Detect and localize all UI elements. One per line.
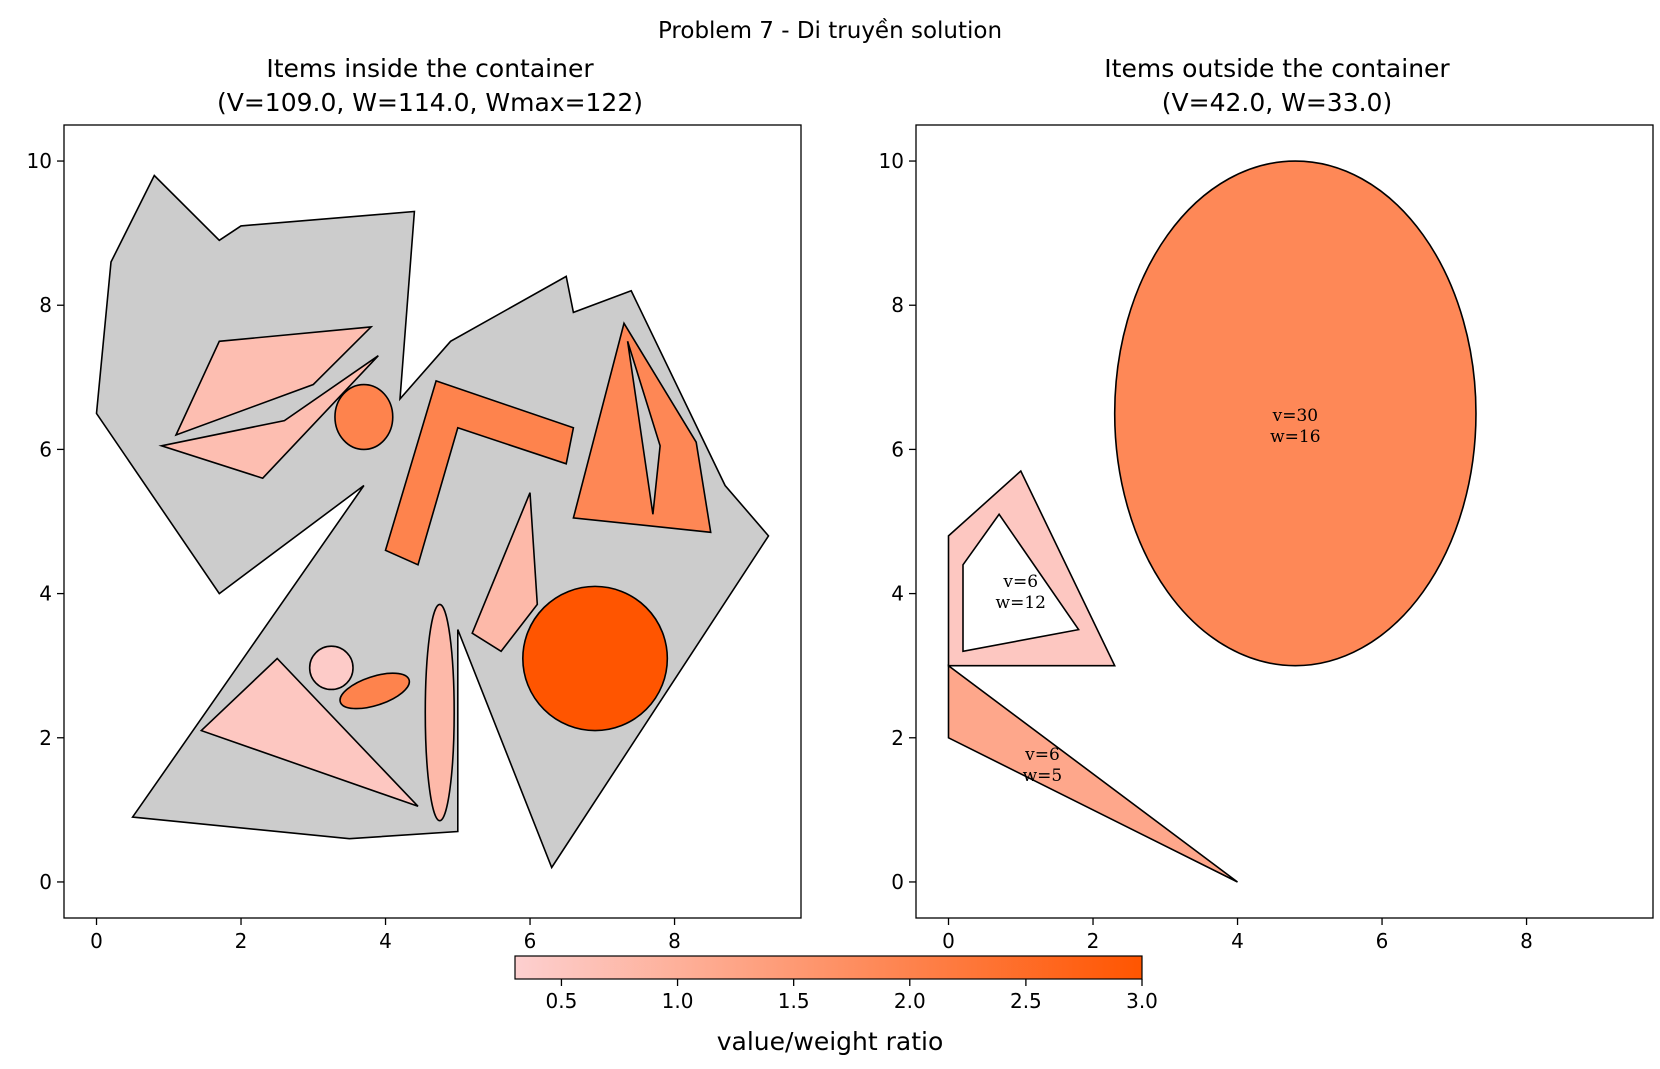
colorbar-tick-label-4: 2.5 [1010, 989, 1042, 1013]
y-tick-label-6: 6 [891, 437, 904, 461]
item-ellipse-8 [339, 672, 411, 710]
x-tick-label-2: 2 [235, 929, 248, 953]
y-tick-label-10: 10 [27, 149, 52, 173]
item-polygon-3 [384, 379, 575, 566]
colorbar-tick-label-3: 2.0 [894, 989, 926, 1013]
y-tick-label-10: 10 [879, 149, 904, 173]
x-tick-label-4: 4 [379, 929, 392, 953]
colorbar-tick-label-1: 1.0 [662, 989, 694, 1013]
x-tick-label-0: 0 [942, 929, 955, 953]
item-polygon-1 [947, 469, 1116, 667]
item-polygon-2 [947, 664, 1238, 883]
colorbar-tick-label-2: 1.5 [778, 989, 810, 1013]
y-tick-label-4: 4 [891, 582, 904, 606]
axes-frame [915, 124, 1654, 919]
item-label-2: v=6 w=5 [1023, 745, 1063, 786]
panel-outside-plot-area: v=30 w=16 v=6 w=12 v=6 w=5 0 2 4 6 8 0 2 4 6 8 10 [879, 124, 1654, 953]
y-tick-label-0: 0 [39, 870, 52, 894]
colorbar-tick-label-5: 3.0 [1126, 989, 1158, 1013]
panel-inside: Items inside the container (V=109.0, W=1… [27, 54, 802, 953]
y-tick-label-6: 6 [39, 437, 52, 461]
panel-inside-title-line2: (V=109.0, W=114.0, Wmax=122) [217, 88, 643, 117]
panel-inside-title-line1: Items inside the container [266, 54, 594, 83]
y-tick-label-2: 2 [39, 726, 52, 750]
item-polygon-4 [572, 321, 712, 534]
y-tick-label-8: 8 [891, 293, 904, 317]
item-label-0: v=30 w=16 [1270, 406, 1320, 447]
colorbar-tick-label-0: 0.5 [546, 989, 578, 1013]
item-ellipse-7 [308, 645, 354, 691]
panel-outside: Items outside the container (V=42.0, W=3… [879, 54, 1654, 953]
item-ellipse-0 [1113, 160, 1477, 667]
axes-frame [63, 124, 802, 919]
x-tick-label-6: 6 [1376, 929, 1389, 953]
x-tick-label-8: 8 [668, 929, 681, 953]
item-ellipse-6 [522, 585, 669, 732]
y-tick-label-0: 0 [891, 870, 904, 894]
figure-suptitle: Problem 7 - Di truyền solution [658, 18, 1002, 44]
item-ellipse-9 [424, 603, 455, 822]
item-label-1: v=6 w=12 [996, 572, 1046, 613]
x-tick-label-2: 2 [1087, 929, 1100, 953]
colorbar-ticks: 0.5 1.0 1.5 2.0 2.5 3.0 [546, 979, 1158, 1013]
colorbar-label: value/weight ratio [717, 1027, 944, 1056]
panel-outside-title-line1: Items outside the container [1104, 54, 1450, 83]
item-polygon-10 [199, 657, 419, 808]
x-tick-label-6: 6 [524, 929, 537, 953]
y-tick-label-8: 8 [39, 293, 52, 317]
item-ellipse-2 [334, 383, 394, 451]
colorbar: 0.5 1.0 1.5 2.0 2.5 3.0 value/weight ratio [514, 955, 1158, 1056]
x-tick-label-0: 0 [90, 929, 103, 953]
x-tick-label-8: 8 [1520, 929, 1533, 953]
item-polygon-0 [174, 325, 374, 437]
colorbar-gradient [514, 955, 1143, 980]
panel-outside-title-line2: (V=42.0, W=33.0) [1162, 88, 1392, 117]
y-tick-label-4: 4 [39, 582, 52, 606]
item-polygon-1 [158, 355, 379, 480]
y-tick-label-2: 2 [891, 726, 904, 750]
x-tick-label-4: 4 [1231, 929, 1244, 953]
panel-inside-plot-area: 0 2 4 6 8 0 2 4 6 8 10 [27, 124, 802, 953]
item-polygon-5 [471, 492, 539, 653]
